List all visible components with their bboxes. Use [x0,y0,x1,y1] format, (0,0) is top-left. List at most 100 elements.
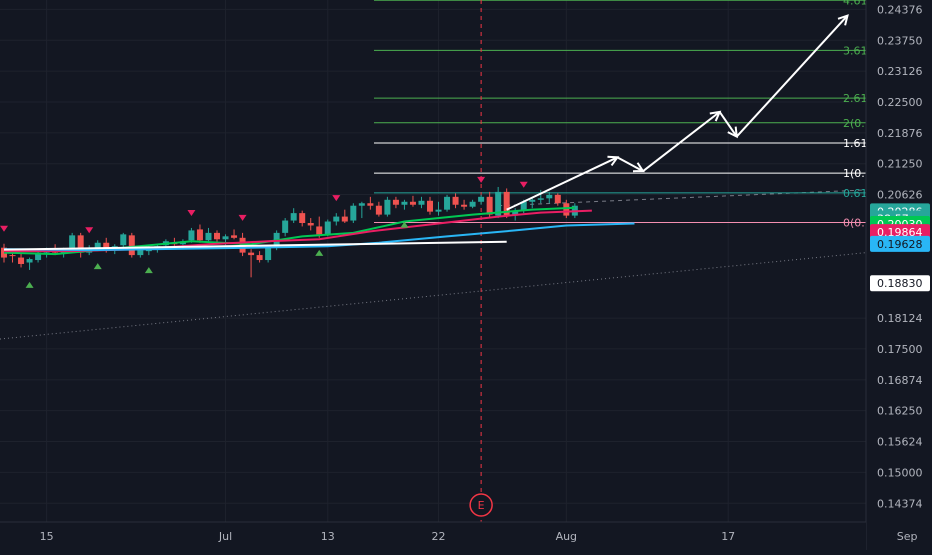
candle-body [435,209,442,212]
candle-body [333,216,340,222]
candle-body [214,232,220,240]
sell-signal-marker [0,225,8,232]
candle-body [554,194,561,204]
candle-body [120,234,127,246]
buy-signal-marker [400,221,409,228]
candle-body [248,252,255,256]
price-axis-tick: 0.15624 [877,436,923,449]
candle-body [26,259,33,263]
candle-body [427,200,433,212]
fib-level-label: 4.61 [843,0,868,7]
price-axis-tick: 0.23126 [877,65,923,78]
candle-body [503,191,510,216]
candle-body [256,255,263,261]
price-axis-tick: 0.23750 [877,34,923,47]
candle-body [469,201,476,207]
fib-level-label: 0(0.1 [843,217,872,230]
candle-body [307,223,314,226]
time-axis-tick: 13 [321,530,335,543]
price-axis-tick: 0.16874 [877,374,923,387]
candle-body [537,198,544,200]
candle-body [324,221,331,236]
sell-signal-marker [85,227,94,234]
moving-average-line [3,222,635,252]
candle-body [69,235,76,248]
price-axis-tick: 0.21250 [877,158,923,171]
fib-level-label: 1(0.2 [843,167,872,180]
fib-level-label: 2(0.2 [843,117,872,130]
price-axis-tick: 0.22500 [877,96,923,109]
event-marker-circle[interactable] [469,493,493,517]
price-axis-tick: 0.18124 [877,312,923,325]
projection-arrow-segment [642,111,721,172]
candle-body [444,196,451,210]
candle-body [418,200,425,205]
price-label-badge [870,235,930,252]
candle-body [350,205,357,221]
sell-signal-marker [519,181,528,188]
price-axis-tick: 0.17500 [877,343,923,356]
time-axis-tick: 17 [721,530,735,543]
candle-body [316,226,323,235]
time-axis-tick: Sep [897,530,918,543]
candle-body [409,201,416,205]
candle-body [188,230,195,241]
buy-signal-marker [93,263,102,270]
sell-signal-marker [187,209,196,216]
time-axis-bg [0,522,866,550]
time-axis-tick: Jul [218,530,232,543]
candle-body [461,204,468,207]
moving-average-line [3,240,507,251]
sell-signal-marker [477,176,486,183]
candle-body [299,213,306,224]
projection-arrow-segment [616,156,644,173]
candle-body [341,216,348,222]
trendline-dashed [498,189,867,207]
projection-arrow-head [837,14,849,26]
price-label-text: 0.18830 [877,277,923,290]
candle-body [495,191,502,216]
candle-body [392,199,399,205]
candle-body [546,194,553,199]
candle-body [9,255,16,257]
candle-body [35,252,42,261]
candle-body [18,257,25,264]
price-axis-tick: 0.21876 [877,127,923,140]
candle-body [265,247,272,261]
projection-arrow-segment [735,14,849,138]
projection-arrow-segment [718,111,738,138]
candle-body [137,250,144,256]
price-axis-tick: 0.16250 [877,405,923,418]
buy-signal-marker [25,281,34,288]
candle-body [512,210,519,216]
candle-body [452,196,459,205]
candle-body [478,196,485,202]
sell-signal-marker [332,195,341,202]
buy-signal-marker [315,249,324,256]
price-axis-tick: 0.15000 [877,466,923,479]
candle-body [529,199,536,202]
candle-body [375,205,382,215]
projection-arrow-segment [506,156,618,211]
candle-body [94,242,101,248]
candle-body [401,201,408,205]
candle-body [282,220,289,233]
candle-body [367,203,374,206]
candle-body [222,236,229,240]
candle-body [358,203,365,206]
candle-body [205,232,212,241]
candle-body [384,199,391,215]
price-label-badge [870,275,930,292]
candle-body [196,229,203,241]
candle-body [231,235,238,238]
event-marker-label: E [478,499,485,512]
price-label-text: 0.19628 [877,238,923,251]
time-axis-tick: Aug [556,530,577,543]
price-axis-tick: 0.24376 [877,3,923,16]
trendline-dotted [0,252,867,340]
candle-body [103,242,110,251]
price-axis-tick: 0.14374 [877,497,923,510]
time-axis-tick: 15 [40,530,54,543]
